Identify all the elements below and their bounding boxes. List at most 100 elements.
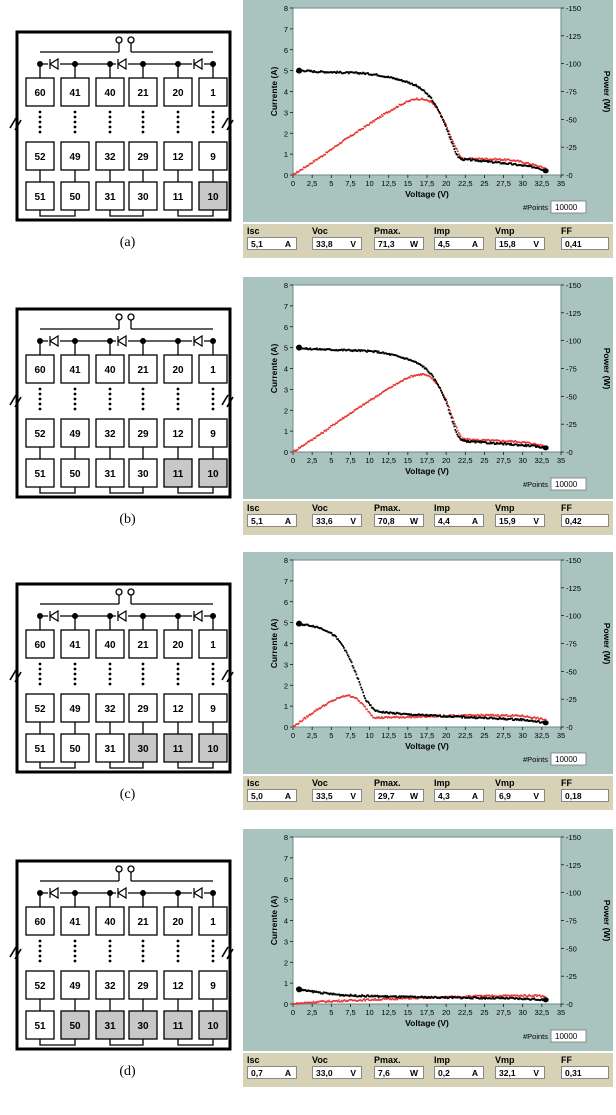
current-point <box>444 996 447 999</box>
readout-value[interactable]: 33,5 V <box>312 789 362 802</box>
current-point <box>303 624 306 627</box>
readout-value[interactable]: 71,3 W <box>374 237 424 250</box>
power-point <box>494 714 496 717</box>
power-point <box>492 713 494 716</box>
current-point <box>306 623 309 626</box>
readout-value[interactable]: 33,0 V <box>312 1066 362 1079</box>
power-point <box>526 441 528 444</box>
diode-1-icon <box>48 609 60 623</box>
current-point <box>326 992 329 995</box>
power-point <box>370 714 372 716</box>
current-point <box>425 997 428 999</box>
readout-value[interactable]: 33,8 V <box>312 237 362 250</box>
current-point <box>424 995 427 998</box>
readout-value[interactable]: 4,4 A <box>434 514 484 527</box>
power-point <box>531 995 533 998</box>
power-point <box>345 694 348 697</box>
current-point <box>432 714 435 717</box>
current-point <box>394 354 397 357</box>
readout-value[interactable]: 5,1 A <box>247 514 297 527</box>
readout-value[interactable]: 15,8 V <box>495 237 545 250</box>
current-point <box>530 998 533 1001</box>
current-point <box>309 990 312 992</box>
current-point <box>426 93 429 96</box>
current-point <box>408 81 411 84</box>
power-point <box>486 994 488 997</box>
current-point <box>465 158 467 161</box>
current-point <box>318 347 321 350</box>
readout-value[interactable]: 5,0 A <box>247 789 297 802</box>
svg-text:60: 60 <box>34 88 46 99</box>
power-point <box>394 107 397 109</box>
power-point <box>518 160 521 163</box>
readout-value[interactable]: 4,5 A <box>434 237 484 250</box>
y-left-axis-label: Currente (A) <box>269 896 279 946</box>
power-point <box>514 995 517 997</box>
current-point <box>360 349 363 351</box>
y-right-tick-label: -150 <box>566 281 581 290</box>
power-point <box>314 710 317 713</box>
readout-value[interactable]: 6,9 V <box>495 789 545 802</box>
readout-value[interactable]: 70,8 W <box>374 514 424 527</box>
current-point <box>440 389 442 392</box>
cell-20: 20 <box>163 354 193 384</box>
current-point <box>324 349 327 351</box>
readout-value[interactable]: 29,7 W <box>374 789 424 802</box>
readout-value[interactable]: 0,18 <box>561 789 609 802</box>
power-point <box>518 441 521 443</box>
svg-text:29: 29 <box>137 152 149 163</box>
readout-value[interactable]: 5,1 A <box>247 237 297 250</box>
readout-value[interactable]: 0,31 <box>561 1066 609 1079</box>
points-input[interactable]: 10000 <box>555 755 578 764</box>
readout-value[interactable]: 0,2 A <box>434 1066 484 1079</box>
power-point <box>536 165 538 168</box>
current-point <box>344 994 347 996</box>
readout-value[interactable]: 15,9 V <box>495 514 545 527</box>
power-point <box>491 158 493 161</box>
power-point <box>444 397 446 399</box>
current-point <box>360 686 363 689</box>
current-point <box>377 350 380 353</box>
y-left-tick-label: 0 <box>284 171 288 180</box>
readout-value[interactable]: 0,7 A <box>247 1066 297 1079</box>
y-left-tick-label: 8 <box>284 4 288 13</box>
cell-60: 60 <box>25 77 55 107</box>
power-point <box>352 134 355 136</box>
readout-value[interactable]: 32,1 V <box>495 1066 545 1079</box>
power-point <box>524 716 526 718</box>
y-left-tick-label: 8 <box>284 833 288 842</box>
cell-40: 40 <box>95 77 125 107</box>
current-point <box>421 996 424 999</box>
power-point <box>519 441 522 444</box>
diode-2-icon <box>116 334 128 348</box>
current-point <box>353 995 356 998</box>
y-right-tick-label: -75 <box>566 88 577 97</box>
readout-value[interactable]: 0,41 <box>561 237 609 250</box>
current-point <box>509 718 512 720</box>
current-point <box>363 349 365 352</box>
current-point <box>325 348 328 351</box>
readout-value[interactable]: 33,6 V <box>312 514 362 527</box>
current-point <box>445 716 448 718</box>
current-point <box>496 718 499 721</box>
y-left-tick-label: 7 <box>284 302 288 311</box>
current-point <box>406 357 409 360</box>
current-point <box>369 995 372 998</box>
readout-value[interactable]: 0,42 <box>561 514 609 527</box>
power-point <box>429 100 432 102</box>
points-input[interactable]: 10000 <box>555 480 578 489</box>
readout-value[interactable]: 4,3 A <box>434 789 484 802</box>
y-left-tick-label: 8 <box>284 556 288 565</box>
power-point <box>297 448 299 451</box>
power-point <box>482 714 485 716</box>
points-input[interactable]: 10000 <box>555 203 578 212</box>
power-point <box>471 157 474 159</box>
current-point <box>470 716 473 719</box>
current-point <box>487 161 489 163</box>
current-point <box>379 352 382 354</box>
current-point <box>402 995 405 998</box>
readout-value[interactable]: 7,6 W <box>374 1066 424 1079</box>
power-point <box>420 374 423 376</box>
current-point <box>532 998 535 1000</box>
points-input[interactable]: 10000 <box>555 1032 578 1041</box>
